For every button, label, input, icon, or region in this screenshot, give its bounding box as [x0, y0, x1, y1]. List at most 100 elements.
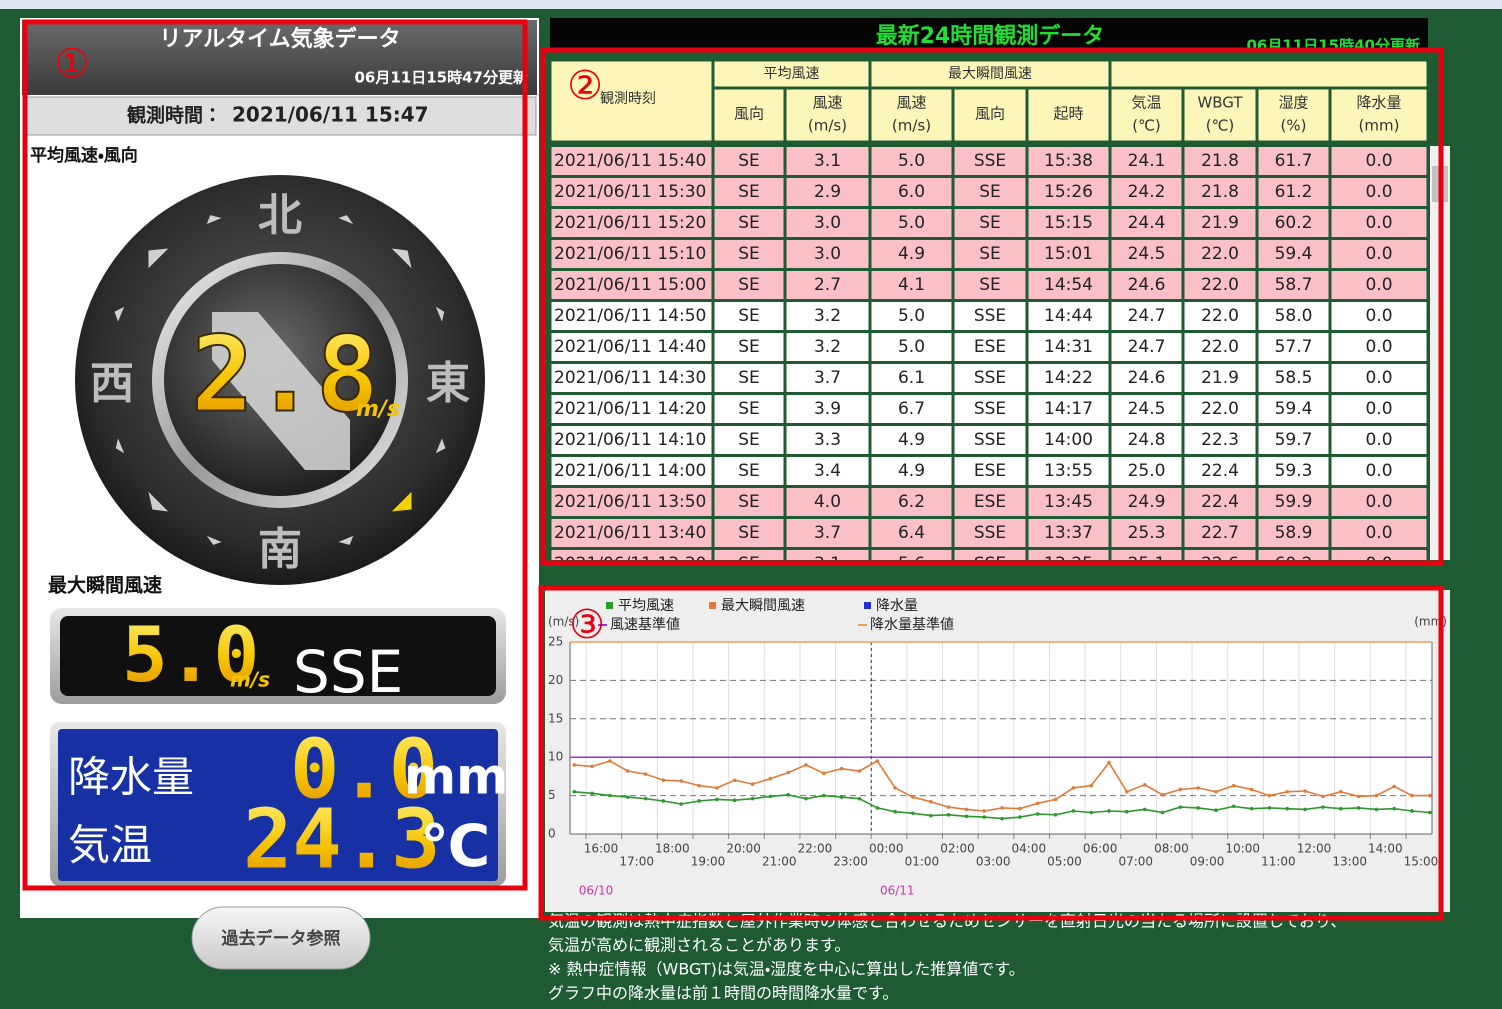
x-tick-label: 18:00: [655, 842, 690, 856]
cell-text: 22.0: [1201, 244, 1239, 264]
cell-text: 57.7: [1275, 337, 1313, 357]
x-tick-label: 02:00: [940, 842, 975, 856]
cell-text: 22.4: [1201, 461, 1239, 481]
legend-swatch: [606, 602, 613, 609]
column-name: 風向: [734, 105, 764, 123]
cell-text: SSE: [974, 430, 1006, 450]
series-point: [733, 778, 737, 782]
x-tick-label: 16:00: [584, 842, 619, 856]
cell-text: 5.0: [898, 213, 925, 233]
series-point: [1179, 788, 1183, 792]
cell-text: 4.0: [814, 492, 841, 512]
cell-text: 2021/06/11 15:30: [554, 182, 706, 202]
series-point: [1285, 807, 1289, 811]
series-point: [875, 806, 879, 810]
cell-text: 2021/06/11 14:10: [554, 430, 706, 450]
cell-text: 22.4: [1201, 492, 1239, 512]
cell-text: 3.7: [814, 523, 841, 543]
cell-text: 24.6: [1128, 275, 1166, 295]
cell-text: 0.0: [1365, 337, 1392, 357]
cell-text: 25.3: [1128, 523, 1166, 543]
temp-label: 気温: [68, 821, 152, 870]
cell-text: 0.0: [1365, 244, 1392, 264]
cell-text: 24.9: [1128, 492, 1166, 512]
legend-label: 最大瞬間風速: [721, 598, 805, 614]
cell-text: 24.4: [1128, 213, 1166, 233]
cell-text: 58.7: [1275, 275, 1313, 295]
series-point: [1196, 786, 1200, 790]
cell-text: 60.2: [1275, 213, 1313, 233]
column-unit: (%): [1281, 117, 1307, 135]
cell-text: 14:17: [1044, 399, 1093, 419]
cell-text: 6.1: [898, 368, 925, 388]
series-point: [929, 814, 933, 818]
note-line: 気温が高めに観測されることがあります。: [548, 936, 850, 955]
x-tick-label: 14:00: [1368, 842, 1403, 856]
x-tick-label: 01:00: [905, 855, 940, 869]
x-tick-label: 12:00: [1297, 842, 1332, 856]
series-point: [1054, 798, 1058, 802]
cell-text: SE: [738, 244, 760, 264]
x-tick-label: 05:00: [1047, 855, 1082, 869]
series-point: [1285, 790, 1289, 794]
series-point: [1179, 805, 1183, 809]
cell-text: 24.6: [1128, 368, 1166, 388]
series-point: [1375, 794, 1379, 798]
cell-text: 24.7: [1128, 306, 1166, 326]
column-unit: (℃): [1206, 117, 1235, 135]
max-gust-label: 最大瞬間風速: [48, 574, 162, 597]
series-point: [1125, 810, 1129, 814]
series-point: [572, 763, 576, 767]
series-point: [1303, 789, 1307, 793]
cell-text: 13:55: [1044, 461, 1093, 481]
cell-text: 4.9: [898, 430, 925, 450]
series-point: [1357, 795, 1361, 799]
cell-text: 22.7: [1201, 523, 1239, 543]
series-point: [1125, 790, 1129, 794]
cell-text: 2021/06/11 15:10: [554, 244, 706, 264]
cell-text: 0.0: [1365, 213, 1392, 233]
cell-text: 61.7: [1275, 151, 1313, 171]
cell-text: SE: [738, 151, 760, 171]
cell-text: 58.0: [1275, 306, 1313, 326]
series-point: [786, 793, 790, 797]
x-tick-label: 13:00: [1332, 855, 1367, 869]
x-tick-label: 20:00: [726, 842, 761, 856]
cell-text: 6.0: [898, 182, 925, 202]
series-point: [662, 778, 666, 782]
cell-text: 2021/06/11 14:20: [554, 399, 706, 419]
series-point: [1036, 801, 1040, 805]
series-point: [1375, 808, 1379, 812]
obs-time: 2021/06/11 15:47: [232, 103, 429, 127]
column-name: WBGT: [1197, 94, 1243, 112]
series-point: [1303, 808, 1307, 812]
note-line: グラフ中の降水量は前１時間の時間降水量です。: [548, 984, 898, 1003]
series-point: [1339, 790, 1343, 794]
cell-text: 6.7: [898, 399, 925, 419]
series-point: [1107, 809, 1111, 813]
series-point: [1143, 808, 1147, 812]
cell-text: 15:38: [1044, 151, 1093, 171]
gust-direction: SSE: [293, 638, 403, 706]
cell-text: 14:44: [1044, 306, 1093, 326]
plot-area: [570, 642, 1432, 834]
cell-text: 21.8: [1201, 182, 1239, 202]
cell-text: 22.0: [1201, 399, 1239, 419]
cell-text: 0.0: [1365, 430, 1392, 450]
series-point: [626, 769, 630, 773]
series-point: [697, 799, 701, 803]
cell-text: 3.2: [814, 306, 841, 326]
cell-text: 3.0: [814, 213, 841, 233]
series-point: [1000, 806, 1004, 810]
cell-text: SE: [738, 306, 760, 326]
series-point: [965, 815, 969, 819]
x-tick-label: 21:00: [762, 855, 797, 869]
cell-text: 0.0: [1365, 182, 1392, 202]
cell-text: 3.3: [814, 430, 841, 450]
history-button-label[interactable]: 過去データ参照: [222, 928, 341, 949]
cell-text: 0.0: [1365, 461, 1392, 481]
cell-text: SE: [738, 182, 760, 202]
series-point: [1410, 794, 1414, 798]
series-point: [1410, 809, 1414, 813]
series-point: [1107, 761, 1111, 765]
